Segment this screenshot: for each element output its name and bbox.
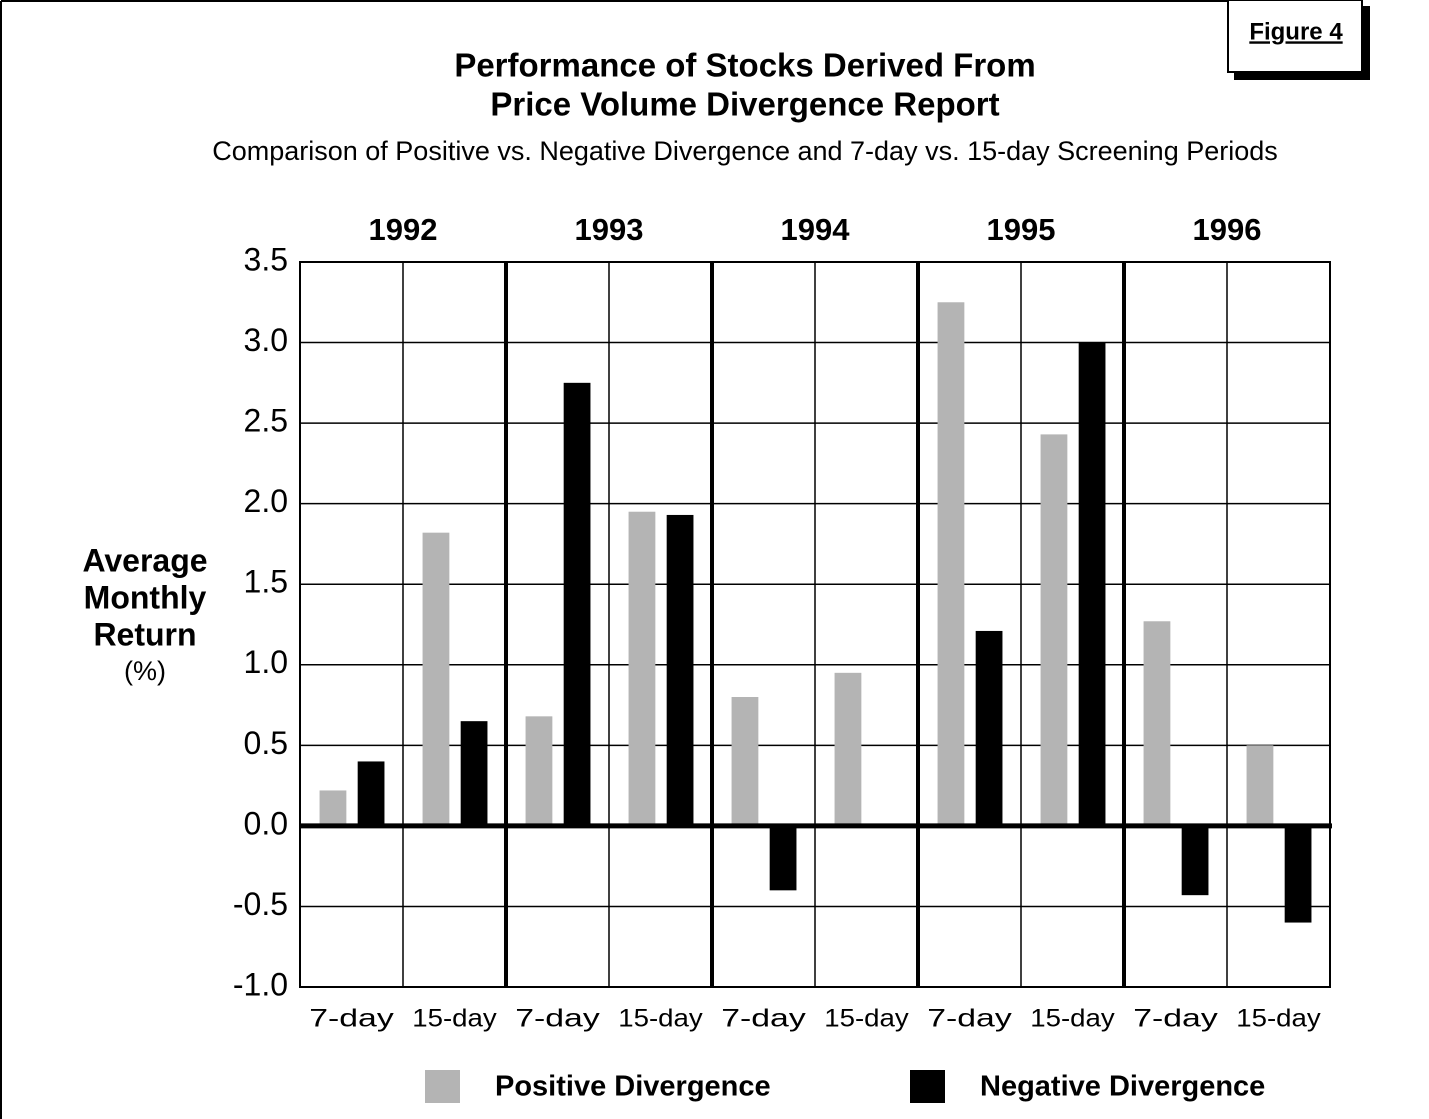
bar <box>731 697 759 826</box>
bar <box>1078 342 1106 826</box>
bar <box>975 630 1003 826</box>
bar <box>460 721 488 826</box>
chart-title: Performance of Stocks Derived From <box>454 47 1035 84</box>
x-tick-label: 15-day <box>618 1005 703 1033</box>
y-tick-label: -1.0 <box>233 966 288 1002</box>
legend-swatch <box>425 1070 460 1103</box>
bar <box>1040 434 1068 826</box>
bar <box>769 825 797 891</box>
group-label: 1995 <box>987 212 1056 247</box>
bar <box>1284 825 1312 923</box>
x-tick-label: 7-day <box>309 1005 394 1033</box>
y-tick-label: 3.0 <box>244 322 288 358</box>
y-tick-label: 3.5 <box>244 241 288 277</box>
y-tick-label: 1.5 <box>244 564 288 600</box>
bar <box>937 302 965 826</box>
legend-swatch <box>910 1070 945 1103</box>
y-axis-label: (%) <box>124 656 166 686</box>
group-label: 1992 <box>369 212 438 247</box>
subtitle: Comparison of Positive vs. Negative Dive… <box>212 136 1278 166</box>
bar <box>834 672 862 826</box>
legend-label: Negative Divergence <box>980 1071 1265 1103</box>
y-tick-label: 2.0 <box>244 483 288 519</box>
x-tick-label: 15-day <box>1236 1005 1321 1033</box>
bar <box>1181 825 1209 896</box>
bar <box>666 514 694 826</box>
y-tick-label: 0.0 <box>244 805 288 841</box>
bar <box>422 532 450 826</box>
y-axis-label: Return <box>93 616 196 652</box>
x-tick-label: 7-day <box>515 1005 600 1033</box>
x-tick-label: 15-day <box>824 1005 909 1033</box>
bar <box>357 761 385 826</box>
y-tick-label: 1.0 <box>244 644 288 680</box>
y-axis-label: Monthly <box>84 579 207 615</box>
bar <box>563 382 591 826</box>
x-tick-label: 7-day <box>927 1005 1012 1033</box>
x-tick-label: 7-day <box>721 1005 806 1033</box>
legend-label: Positive Divergence <box>495 1071 771 1103</box>
y-axis-label: Average <box>82 542 207 578</box>
bar <box>628 511 656 826</box>
bar <box>1143 621 1171 826</box>
figure-label: Figure 4 <box>1249 18 1343 45</box>
x-tick-label: 15-day <box>412 1005 497 1033</box>
group-label: 1993 <box>575 212 644 247</box>
y-tick-label: -0.5 <box>233 886 288 922</box>
y-tick-label: 0.5 <box>244 725 288 761</box>
bar <box>525 716 553 826</box>
x-tick-label: 15-day <box>1030 1005 1115 1033</box>
bar <box>1246 745 1274 826</box>
x-tick-label: 7-day <box>1133 1005 1218 1033</box>
group-label: 1994 <box>781 212 851 247</box>
bar <box>319 790 347 826</box>
chart-title: Price Volume Divergence Report <box>490 86 999 123</box>
figure-box <box>1227 0 1363 73</box>
y-tick-label: 2.5 <box>244 403 288 439</box>
group-label: 1996 <box>1193 212 1262 247</box>
